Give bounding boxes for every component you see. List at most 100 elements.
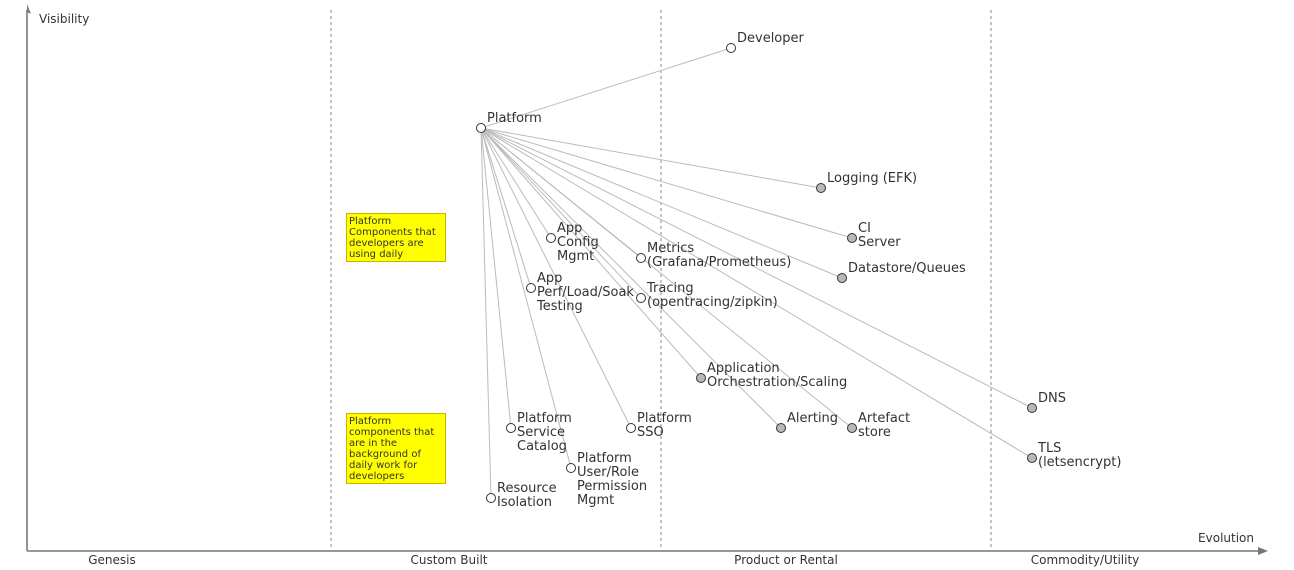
component-label: Logging (EFK)	[827, 171, 917, 186]
component-label-line: DNS	[1038, 391, 1066, 406]
component-label-line: Catalog	[517, 439, 567, 454]
component-label-line: Metrics	[647, 241, 694, 256]
stage-label: Product or Rental	[734, 553, 838, 567]
component-label-line: Platform	[487, 111, 542, 126]
component-tls[interactable]: TLS (letsencrypt)	[1027, 441, 1122, 470]
component-label-line: Datastore/Queues	[848, 261, 966, 276]
component-label-line: Application	[707, 361, 780, 376]
component-tracing[interactable]: Tracing (opentracing/zipkin)	[636, 281, 778, 310]
component-label: Alerting	[787, 411, 838, 426]
component-marker[interactable]	[1027, 453, 1037, 463]
stage-labels: Genesis Custom Built Product or Rental Comm…	[88, 553, 1139, 567]
component-marker[interactable]	[476, 123, 486, 133]
link-platform-alerting	[480, 127, 782, 429]
component-label-line: Developer	[737, 31, 805, 46]
component-label: DNS	[1038, 391, 1066, 406]
map-axes	[26, 4, 1268, 555]
component-label-line: User/Role	[577, 465, 639, 480]
component-ci[interactable]: CI Server	[847, 221, 902, 250]
component-datastore[interactable]: Datastore/Queues	[837, 261, 967, 283]
component-label: Application Orchestration/Scaling	[707, 361, 847, 390]
link-platform-user-role	[480, 127, 572, 469]
component-label-line: Isolation	[497, 495, 552, 510]
component-marker[interactable]	[566, 463, 576, 473]
link-developer-platform	[480, 47, 732, 129]
link-platform-resource-isolation	[480, 127, 492, 499]
component-label: Resource Isolation	[497, 481, 557, 510]
component-marker[interactable]	[486, 493, 496, 503]
component-label-line: (Grafana/Prometheus)	[647, 255, 791, 270]
stage-label: Genesis	[88, 553, 136, 567]
component-label-line: Resource	[497, 481, 557, 496]
x-axis-arrow	[1258, 547, 1268, 555]
component-marker[interactable]	[626, 423, 636, 433]
link-platform-tracing	[480, 127, 642, 299]
link-platform-datastore	[480, 127, 843, 279]
component-label-line: Service	[517, 425, 565, 440]
component-alerting[interactable]: Alerting	[776, 411, 839, 433]
component-developer[interactable]: Developer	[726, 31, 805, 53]
component-marker[interactable]	[546, 233, 556, 243]
component-label: Tracing (opentracing/zipkin)	[646, 281, 778, 310]
component-marker[interactable]	[636, 253, 646, 263]
component-label-line: App	[537, 271, 562, 286]
component-label-line: Mgmt	[577, 493, 614, 508]
component-user-role[interactable]: Platform User/Role Permission Mgmt	[566, 451, 648, 508]
component-label-line: Alerting	[787, 411, 838, 426]
component-marker[interactable]	[526, 283, 536, 293]
component-marker[interactable]	[506, 423, 516, 433]
component-marker[interactable]	[847, 233, 857, 243]
link-platform-service-catalog	[480, 127, 512, 429]
component-artefact[interactable]: Artefact store	[847, 411, 911, 440]
component-label-line: Artefact	[858, 411, 910, 426]
component-label-line: (letsencrypt)	[1038, 455, 1121, 470]
component-platform[interactable]: Platform	[476, 111, 542, 133]
component-label: Platform User/Role Permission Mgmt	[577, 451, 647, 508]
x-axis-label: Evolution	[1198, 531, 1254, 545]
component-label-line: Logging (EFK)	[827, 171, 917, 186]
component-marker[interactable]	[696, 373, 706, 383]
note-background-components: Platform components that are in the back…	[346, 413, 446, 484]
link-platform-tls	[480, 127, 1033, 459]
y-axis-label: Visibility	[39, 12, 89, 26]
note-daily-components: Platform Components that developers are …	[346, 213, 446, 262]
component-marker[interactable]	[776, 423, 786, 433]
component-label: Platform	[487, 111, 542, 126]
component-label-line: Tracing	[646, 281, 694, 296]
link-platform-app-perf	[480, 127, 532, 289]
component-label-line: Platform	[577, 451, 632, 466]
component-app-config[interactable]: App Config Mgmt	[546, 221, 599, 264]
component-label-line: Platform	[637, 411, 692, 426]
link-platform-logging	[480, 127, 822, 189]
component-orchestration[interactable]: Application Orchestration/Scaling	[696, 361, 848, 390]
component-marker[interactable]	[816, 183, 826, 193]
component-service-catalog[interactable]: Platform Service Catalog	[506, 411, 572, 454]
component-label-line: Platform	[517, 411, 572, 426]
component-marker[interactable]	[847, 423, 857, 433]
component-label: CI Server	[858, 221, 901, 250]
component-metrics[interactable]: Metrics (Grafana/Prometheus)	[636, 241, 792, 270]
link-platform-ci	[480, 127, 853, 239]
components: Developer Platform Logging (EFK) CI Server Da…	[476, 31, 1122, 510]
component-label: Platform SSO	[637, 411, 692, 440]
component-marker[interactable]	[837, 273, 847, 283]
component-label-line: SSO	[637, 425, 664, 440]
component-marker[interactable]	[726, 43, 736, 53]
component-label: Artefact store	[858, 411, 910, 440]
link-platform-artefact	[480, 127, 853, 429]
component-links	[480, 47, 1033, 499]
component-marker[interactable]	[636, 293, 646, 303]
component-marker[interactable]	[1027, 403, 1037, 413]
component-sso[interactable]: Platform SSO	[626, 411, 692, 440]
component-app-perf[interactable]: App Perf/Load/Soak Testing	[526, 271, 635, 314]
component-label-line: Testing	[536, 299, 583, 314]
component-label-line: store	[858, 425, 891, 440]
component-label-line: Mgmt	[557, 249, 594, 264]
component-logging[interactable]: Logging (EFK)	[816, 171, 918, 193]
component-label: App Config Mgmt	[557, 221, 599, 264]
component-dns[interactable]: DNS	[1027, 391, 1067, 413]
component-label: Platform Service Catalog	[517, 411, 572, 454]
component-resource-isolation[interactable]: Resource Isolation	[486, 481, 557, 510]
component-label-line: Perf/Load/Soak	[537, 285, 634, 300]
